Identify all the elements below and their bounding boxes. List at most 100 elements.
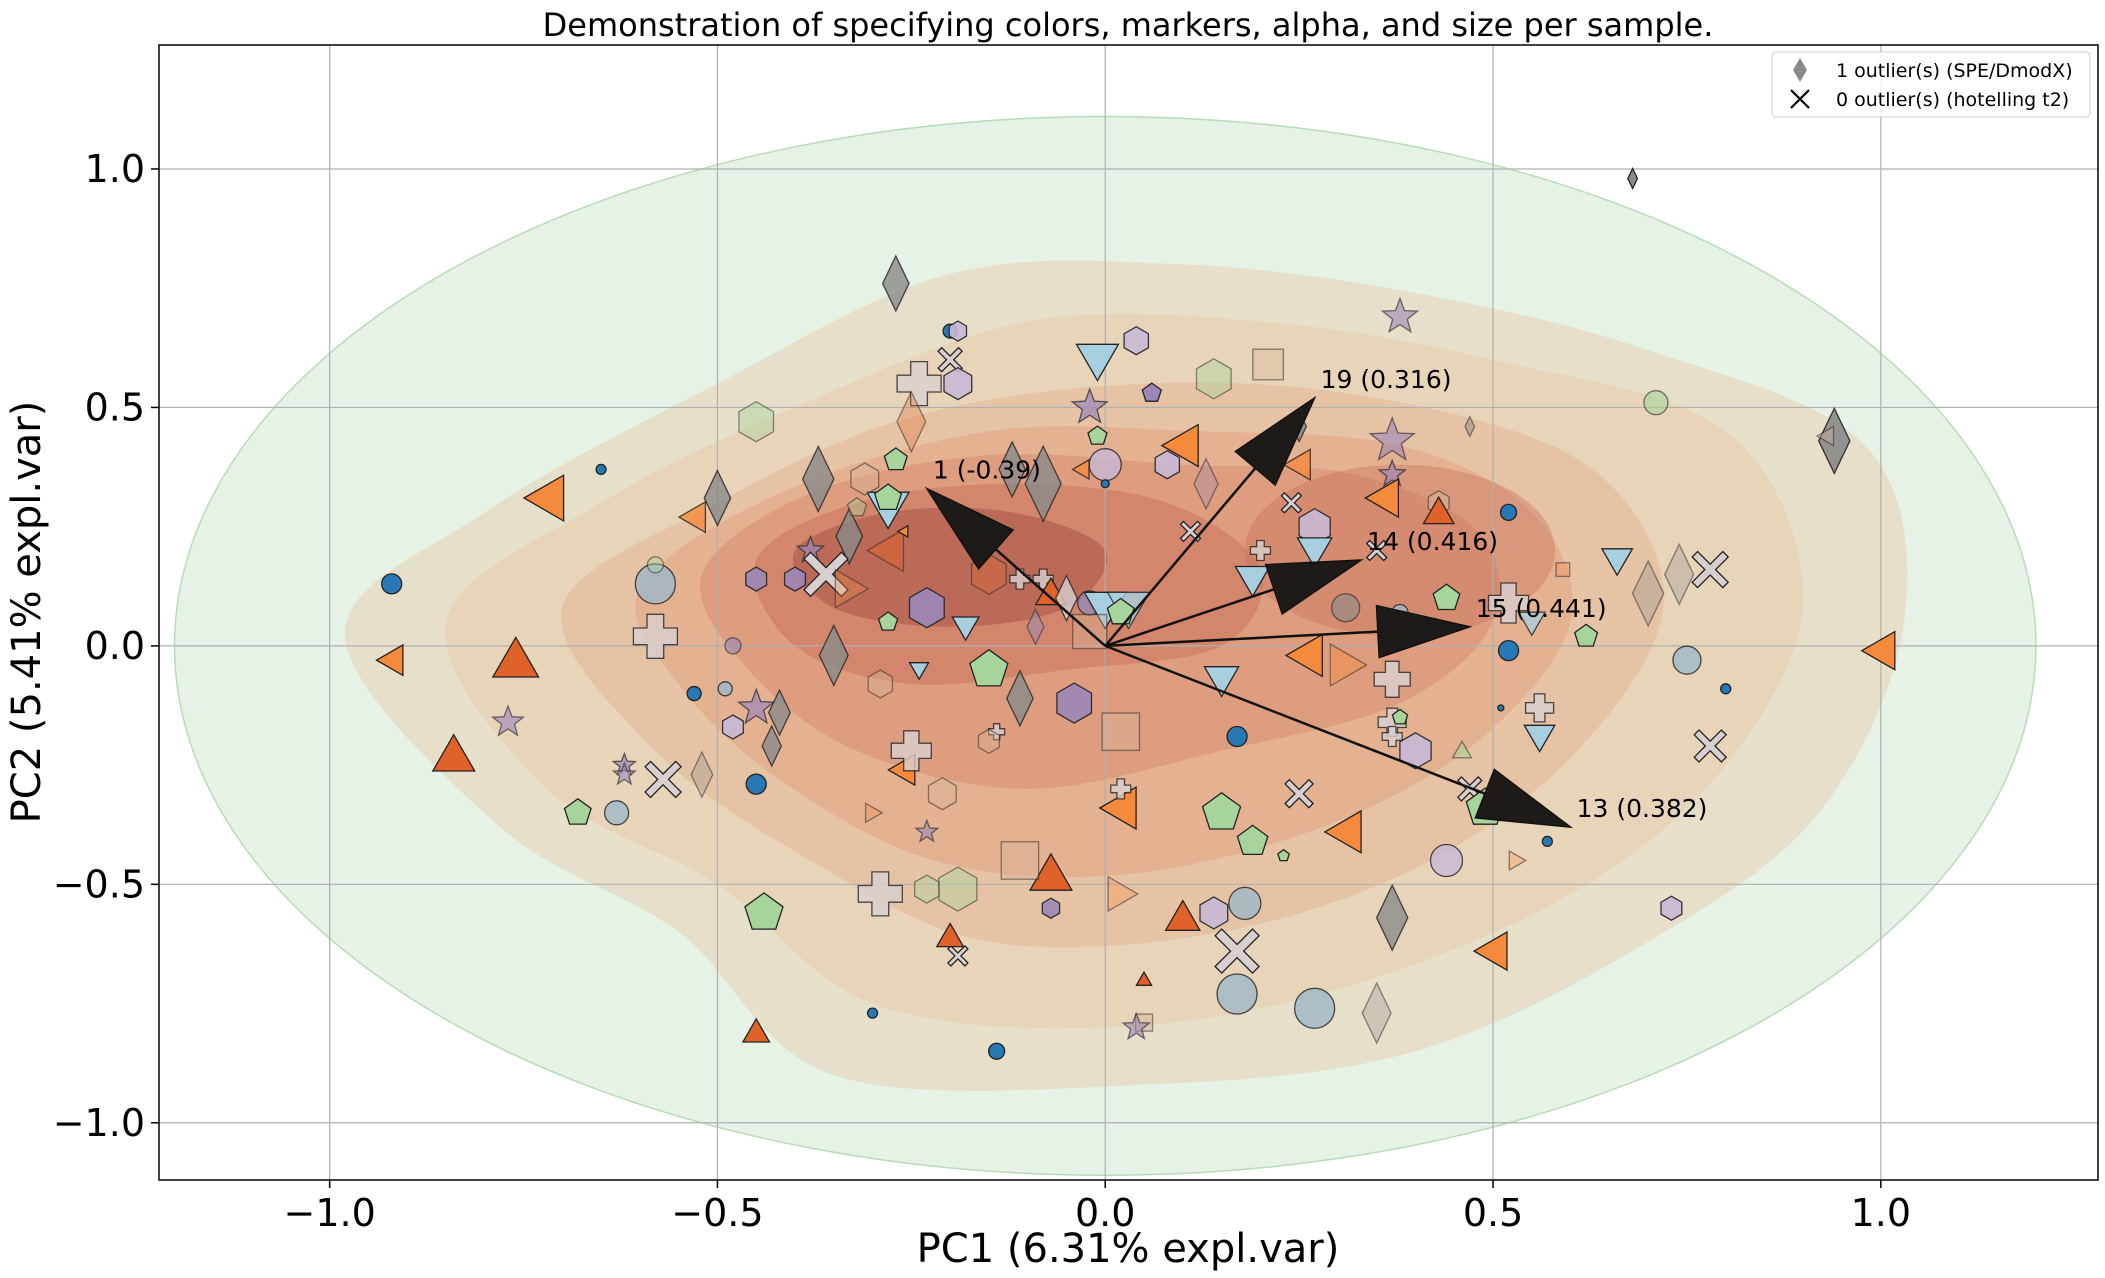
sample-point xyxy=(744,892,784,930)
axis-ticks-layer: −1.0 −0.5 0.0 0.5 1.0 −1.0 −0.5 0.0 0.5 1.0 xyxy=(53,147,1911,1235)
sample-point xyxy=(1234,565,1271,598)
sample-point xyxy=(1075,343,1120,382)
sample-point xyxy=(1284,633,1323,678)
sample-point xyxy=(724,637,742,655)
sample-point xyxy=(908,586,945,629)
sample-point xyxy=(1664,542,1695,606)
sample-points-layer xyxy=(375,167,1896,1060)
sample-point xyxy=(834,568,870,609)
sample-point xyxy=(1365,539,1388,562)
sample-point xyxy=(1070,387,1109,424)
sample-point xyxy=(595,463,607,476)
sample-point xyxy=(896,524,909,539)
sample-point xyxy=(634,563,677,605)
sample-point xyxy=(738,400,775,443)
sample-point xyxy=(632,613,679,659)
loading-vector-arrowhead xyxy=(1234,395,1317,487)
sample-point xyxy=(1631,559,1665,628)
sample-point xyxy=(1391,708,1409,725)
sample-point xyxy=(381,573,403,595)
sample-point xyxy=(745,773,767,795)
sample-point xyxy=(1201,791,1242,830)
y-tick-label: −1.0 xyxy=(53,1101,145,1145)
sample-point xyxy=(803,551,849,598)
sample-point xyxy=(1195,358,1232,400)
sample-point xyxy=(908,662,930,681)
sample-point xyxy=(1100,479,1110,489)
legend-items: 1 outlier(s) (SPE/DmodX) 0 outlier(s) (ho… xyxy=(1790,58,2073,111)
loading-label: 13 (0.382) xyxy=(1577,794,1708,823)
sample-point xyxy=(1226,725,1248,748)
sample-point xyxy=(1164,899,1202,931)
sample-point xyxy=(783,566,807,592)
sample-point xyxy=(690,750,714,799)
density-contour-level xyxy=(792,507,1108,627)
sample-point xyxy=(1203,666,1240,698)
sample-point xyxy=(914,874,940,904)
sample-point xyxy=(927,776,957,811)
sample-point xyxy=(818,623,849,687)
sample-point xyxy=(1361,981,1392,1045)
y-tick-label: −0.5 xyxy=(53,862,145,906)
x-tick-label: 1.0 xyxy=(1851,1191,1911,1235)
sample-point xyxy=(948,320,968,342)
legend-box xyxy=(1771,51,2091,118)
sample-point xyxy=(1331,593,1361,623)
plot-layer: 1 (-0.39) 19 (0.316) 14 (0.416) 15 (0.441) 1… xyxy=(159,45,2098,1180)
loading-vector-line xyxy=(1104,588,1275,648)
y-tick-label: 0.0 xyxy=(85,624,145,668)
x-tick-label: −1.0 xyxy=(283,1191,375,1235)
sample-point xyxy=(1216,973,1258,1015)
sample-point xyxy=(850,462,880,496)
loading-vectors-layer: 1 (-0.39) 19 (0.316) 14 (0.416) 15 (0.441) 1… xyxy=(924,365,1708,829)
sample-point xyxy=(1088,448,1122,482)
sample-point xyxy=(1375,883,1409,952)
sample-point xyxy=(1660,895,1683,921)
sample-point xyxy=(1154,449,1181,480)
sample-point xyxy=(1720,683,1732,695)
y-tick-label: 1.0 xyxy=(85,147,145,191)
sample-point xyxy=(1691,550,1730,589)
sample-point xyxy=(1432,583,1461,611)
sample-point xyxy=(677,500,707,534)
sample-point xyxy=(1600,548,1634,577)
density-hotspot xyxy=(1244,464,1556,637)
x-tick-label: −0.5 xyxy=(671,1191,763,1235)
sample-point xyxy=(896,360,942,407)
loading-vector-line xyxy=(1105,630,1378,648)
loading-vector-line xyxy=(1104,644,1486,795)
sample-point xyxy=(1005,669,1034,728)
sample-point xyxy=(1555,562,1571,578)
sample-point xyxy=(1368,415,1416,461)
sample-point xyxy=(644,760,683,799)
sample-point xyxy=(835,507,864,566)
sample-point xyxy=(1364,477,1400,519)
sample-point xyxy=(914,818,940,843)
sample-point xyxy=(977,728,1000,755)
sample-point xyxy=(873,483,903,511)
sample-point xyxy=(1399,732,1432,770)
sample-point xyxy=(1323,809,1362,854)
sample-point xyxy=(846,496,868,517)
y-axis-label: PC2 (5.41% expl.var) xyxy=(4,401,50,824)
sample-point xyxy=(1517,611,1547,637)
sample-point xyxy=(877,611,899,631)
sample-point xyxy=(703,469,732,528)
sample-point xyxy=(491,636,540,678)
sample-point xyxy=(741,1017,771,1043)
sample-point xyxy=(1497,704,1505,712)
sample-point xyxy=(1277,848,1291,862)
sample-point xyxy=(1000,841,1040,880)
sample-point xyxy=(1056,682,1093,724)
x-tick-label: 0.0 xyxy=(1075,1191,1135,1235)
sample-point xyxy=(1199,896,1229,930)
sample-point xyxy=(1329,642,1368,688)
sample-point xyxy=(1627,167,1639,191)
sample-point xyxy=(1107,875,1140,913)
sample-point xyxy=(1179,520,1202,543)
sample-point xyxy=(1252,348,1285,381)
sample-point xyxy=(1497,640,1520,662)
loading-vector-arrowhead xyxy=(1474,768,1574,829)
sample-point xyxy=(1228,886,1262,921)
